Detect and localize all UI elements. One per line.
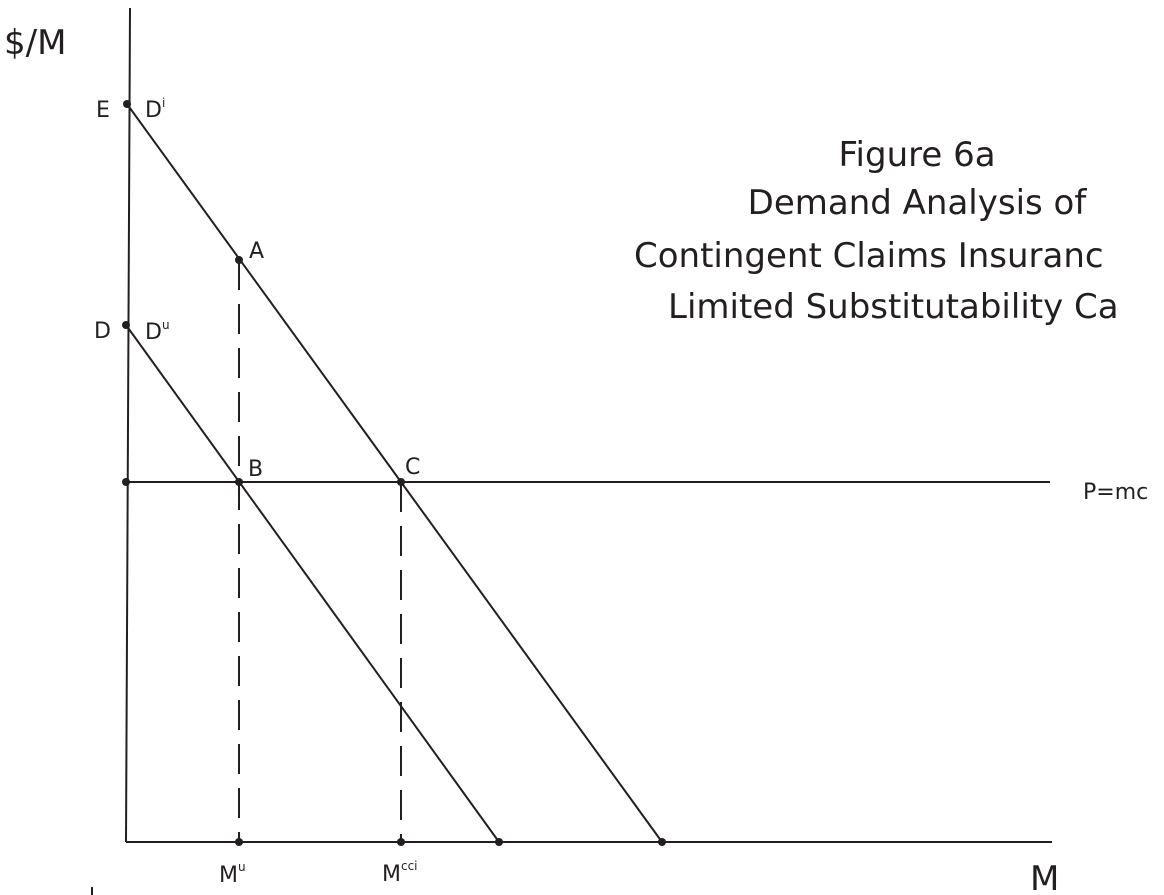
- point-e-label: E: [96, 98, 110, 123]
- subtitle-line-2: Contingent Claims Insuranc: [634, 236, 1104, 276]
- uninsured-x-intercept-dot: [495, 838, 503, 846]
- figure-title: Figure 6a: [838, 135, 995, 175]
- price-intercept-dot: [122, 478, 130, 486]
- point-c-label: C: [405, 455, 420, 480]
- point-d-dot: [122, 321, 130, 329]
- point-e-dot: [123, 100, 131, 108]
- y-axis: [125, 7, 131, 843]
- uninsured-demand-sup: u: [162, 318, 170, 332]
- mu-tick-label: Mu: [219, 860, 246, 888]
- subtitle-line-1: Demand Analysis of: [748, 183, 1088, 223]
- subtitle-line-3: Limited Substitutability Ca: [668, 287, 1119, 327]
- uninsured-demand-curve: [125, 324, 500, 843]
- point-d-label: D: [94, 319, 111, 344]
- mcci-tick-sup: cci: [401, 859, 418, 873]
- mu-tick-dot: [235, 838, 243, 846]
- insured-demand-sup: i: [162, 96, 165, 110]
- mcci-tick-label: Mcci: [382, 859, 418, 887]
- x-axis-label: M: [1030, 859, 1059, 895]
- insured-x-intercept-dot: [658, 838, 666, 846]
- uninsured-demand-label: Du: [145, 318, 170, 345]
- point-b-label: B: [248, 457, 263, 482]
- mcci-tick-dot: [397, 838, 405, 846]
- point-b-dot: [235, 478, 243, 486]
- point-a-label: A: [249, 239, 264, 264]
- insured-demand-label: Di: [145, 96, 165, 123]
- insured-demand-curve: [126, 103, 663, 843]
- point-a-dot: [235, 256, 243, 264]
- mu-tick-sup: u: [238, 860, 246, 874]
- y-axis-label: $/M: [4, 23, 66, 63]
- point-c-dot: [397, 478, 405, 486]
- price-line-label: P=mc: [1083, 480, 1148, 505]
